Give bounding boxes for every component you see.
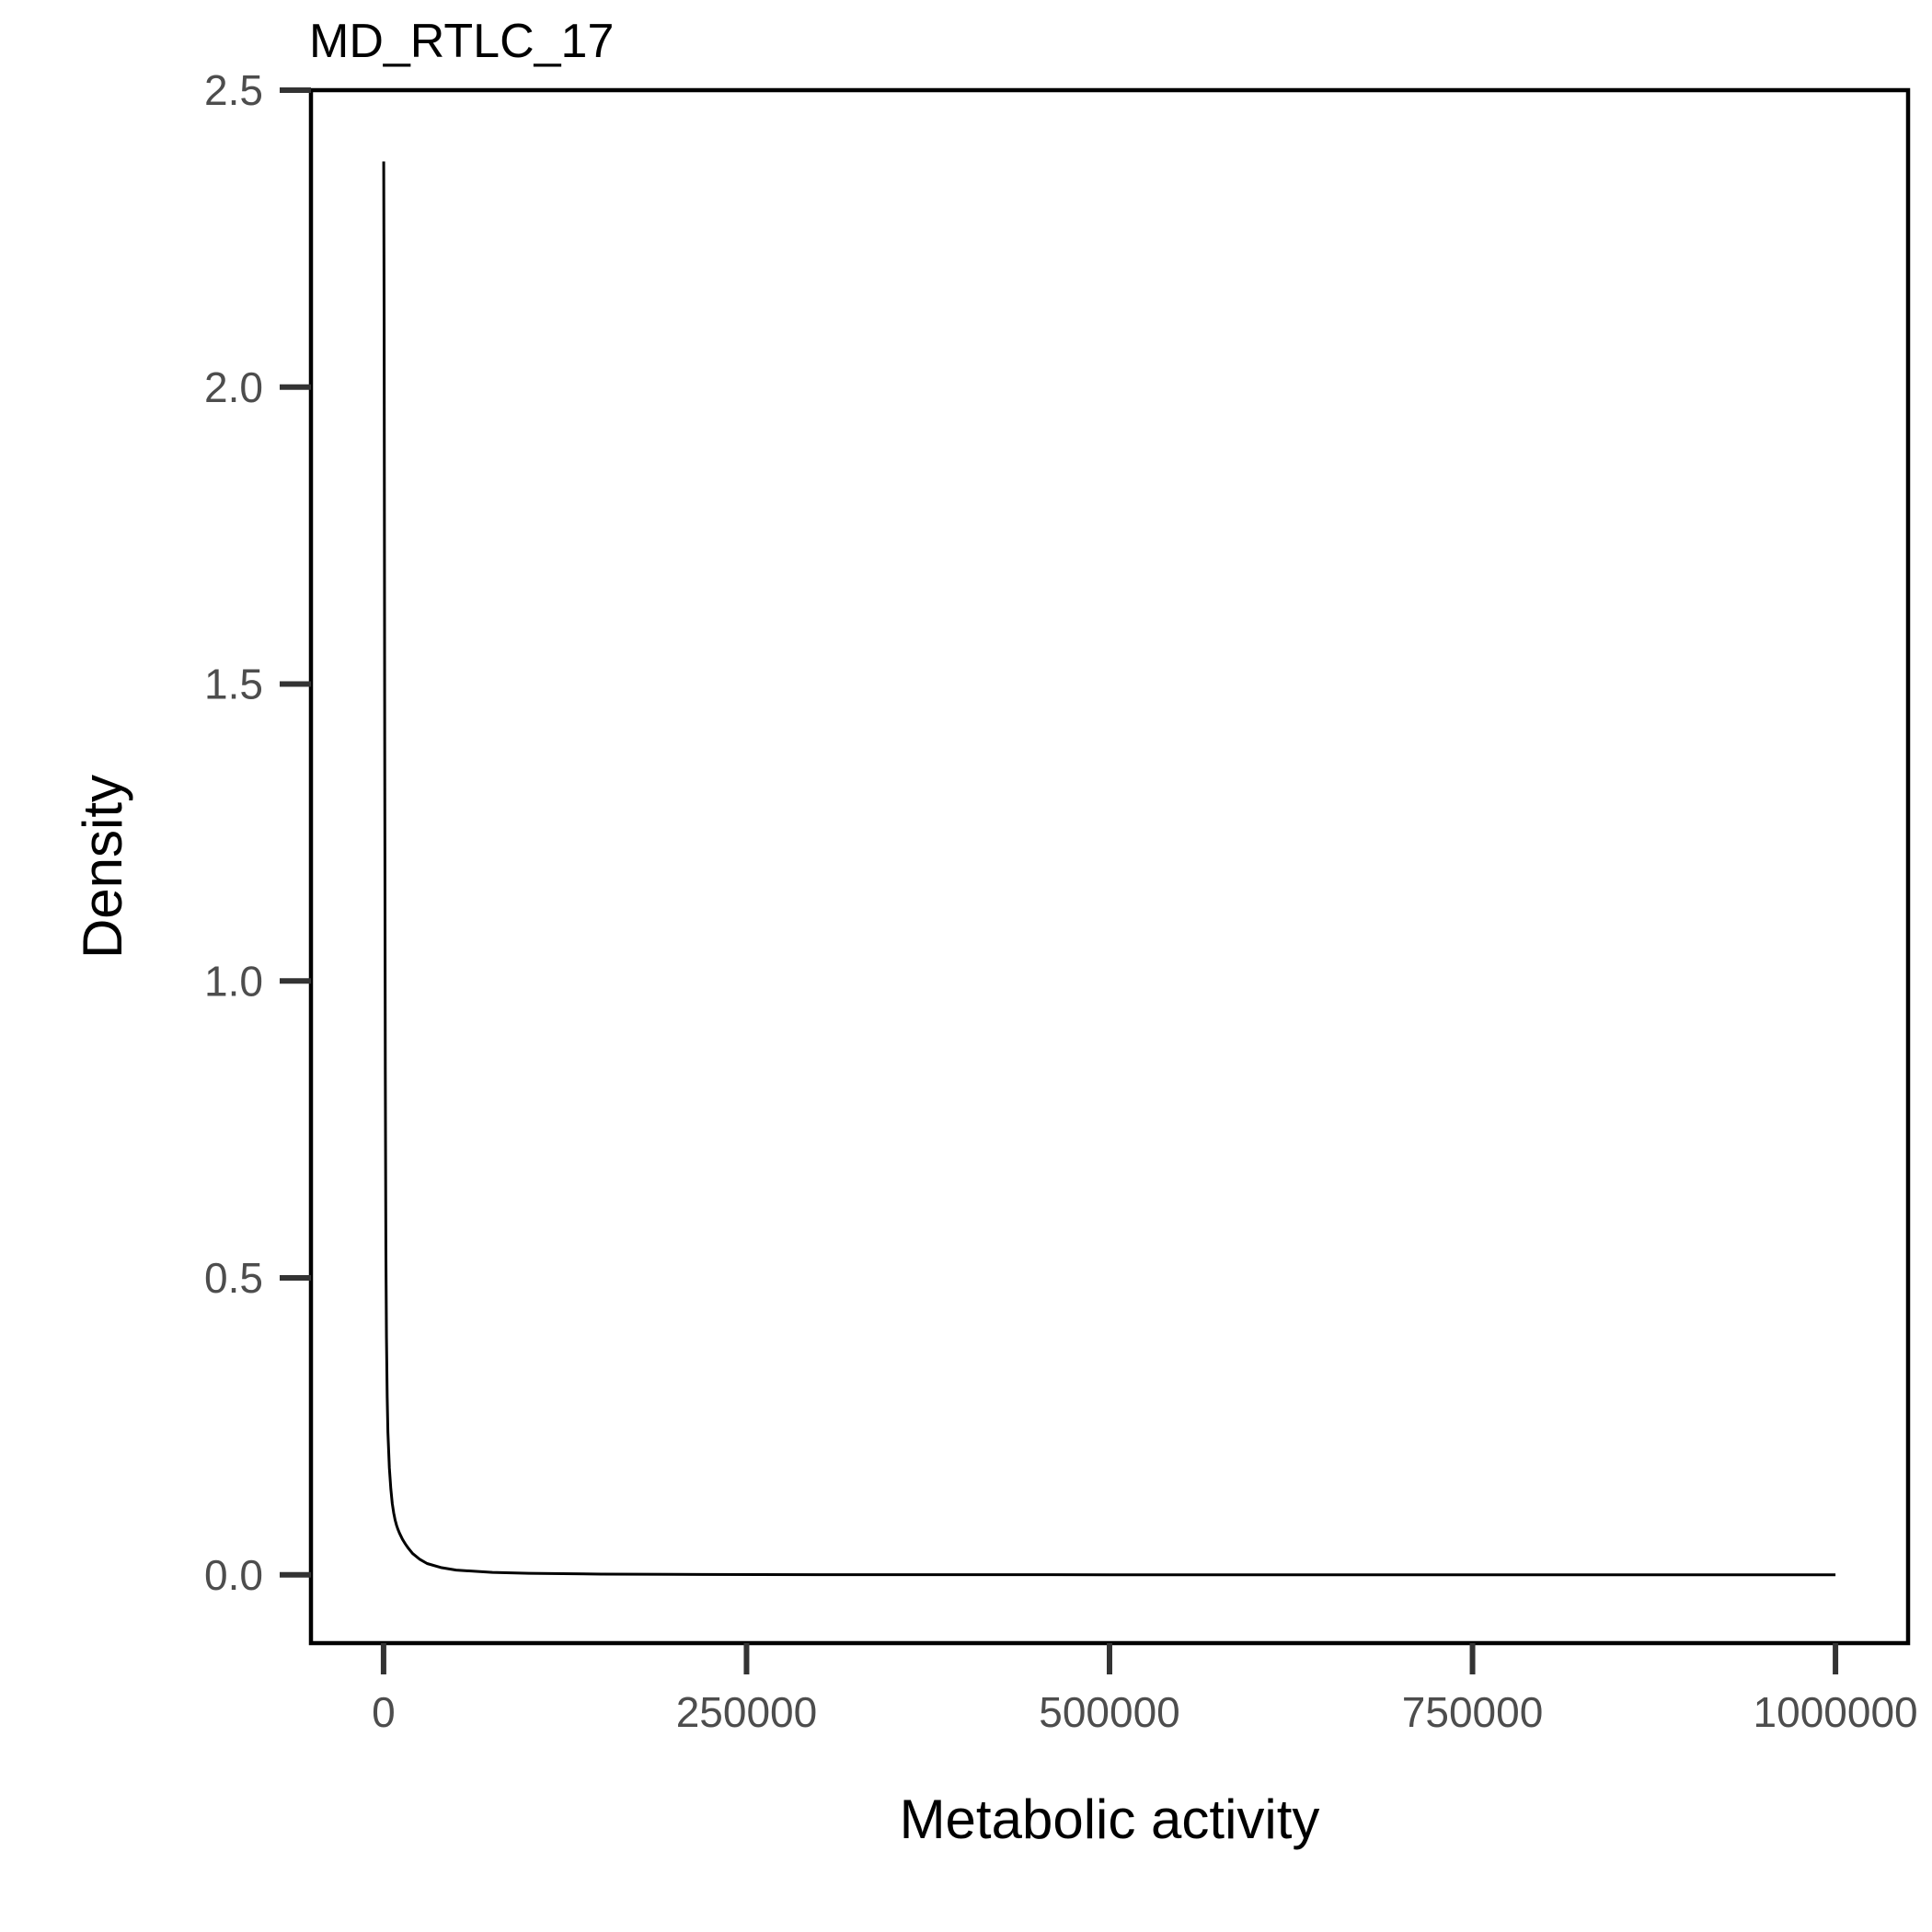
x-tick-label: 250000 bbox=[676, 1688, 818, 1736]
y-tick-label: 1.0 bbox=[204, 957, 263, 1005]
x-axis-title: Metabolic activity bbox=[900, 1788, 1320, 1850]
y-axis-title: Density bbox=[72, 775, 133, 959]
plot-title: MD_RTLC_17 bbox=[309, 15, 614, 68]
y-tick-label: 2.0 bbox=[204, 363, 263, 411]
x-tick-label: 1000000 bbox=[1754, 1688, 1918, 1736]
x-tick-label: 500000 bbox=[1039, 1688, 1180, 1736]
density-curve bbox=[382, 161, 1836, 1577]
y-tick-label: 1.5 bbox=[204, 661, 263, 708]
y-tick-label: 0.5 bbox=[204, 1254, 263, 1302]
y-tick-label: 2.5 bbox=[204, 66, 263, 114]
plot-panel-border bbox=[308, 87, 1911, 1646]
x-tick-label: 750000 bbox=[1402, 1688, 1544, 1736]
x-tick-label: 0 bbox=[372, 1688, 396, 1736]
y-tick-label: 0.0 bbox=[204, 1551, 263, 1599]
